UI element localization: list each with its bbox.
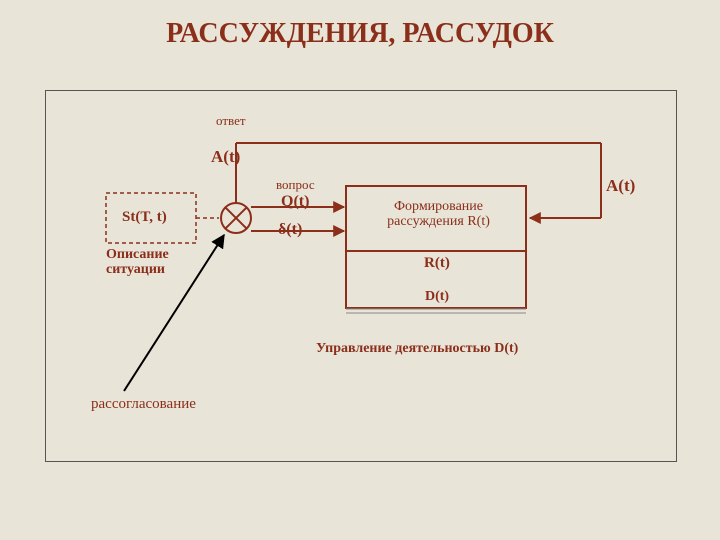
opisanie-line2: ситуации	[106, 262, 165, 277]
label-otvet: ответ	[216, 113, 246, 129]
form-line1: Формирование	[394, 199, 483, 214]
label-At-right: A(t)	[606, 176, 635, 196]
label-Dt: D(t)	[425, 289, 449, 305]
label-At-top: A(t)	[211, 147, 240, 167]
page-title: РАССУЖДЕНИЯ, РАССУДОК	[0, 0, 720, 50]
label-Qt: Q(t)	[281, 193, 309, 211]
label-delta-t: δ(t)	[278, 221, 302, 239]
label-upravlenie: Управление деятельностью D(t)	[316, 341, 518, 357]
form-line2: рассуждения R(t)	[387, 214, 490, 229]
opisanie-line1: Описание	[106, 247, 169, 262]
label-vopros: вопрос	[276, 177, 315, 193]
label-opisanie: Описание ситуации	[106, 247, 169, 278]
label-StTt: St(T, t)	[122, 209, 167, 226]
label-Rt: R(t)	[424, 255, 450, 272]
label-rassoglasovanie: рассогласование	[91, 396, 196, 413]
label-formirovanie: Формирование рассуждения R(t)	[371, 199, 506, 230]
diagram-container: ответ A(t) вопрос Q(t) δ(t) St(T, t) Опи…	[45, 90, 677, 462]
